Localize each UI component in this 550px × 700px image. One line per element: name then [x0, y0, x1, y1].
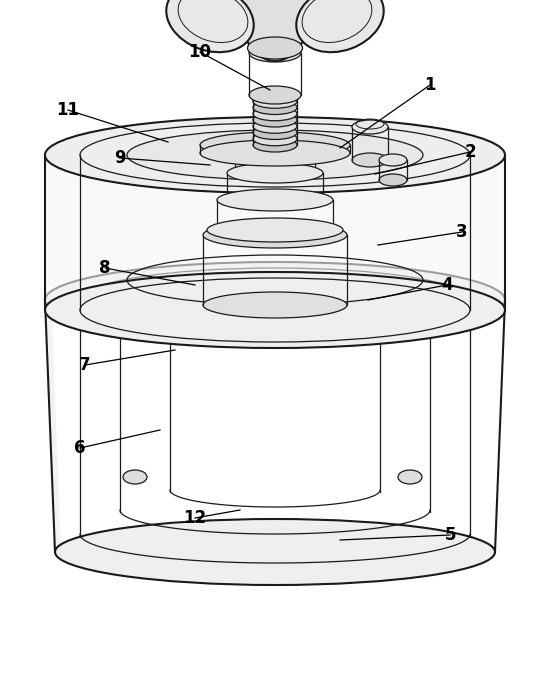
Ellipse shape: [55, 519, 495, 585]
Ellipse shape: [253, 101, 297, 115]
Text: 10: 10: [189, 43, 212, 61]
Ellipse shape: [200, 140, 350, 166]
Ellipse shape: [227, 163, 323, 183]
Ellipse shape: [217, 189, 333, 211]
Ellipse shape: [352, 153, 388, 167]
Ellipse shape: [249, 44, 301, 62]
Ellipse shape: [238, 0, 312, 61]
Ellipse shape: [352, 120, 388, 134]
Text: 9: 9: [114, 149, 126, 167]
Ellipse shape: [253, 119, 297, 133]
Text: 7: 7: [79, 356, 91, 374]
Ellipse shape: [379, 154, 407, 166]
Ellipse shape: [166, 0, 254, 52]
Text: 8: 8: [99, 259, 111, 277]
Ellipse shape: [253, 94, 297, 108]
Ellipse shape: [253, 132, 297, 146]
Ellipse shape: [207, 218, 343, 242]
Ellipse shape: [203, 222, 347, 248]
Ellipse shape: [249, 86, 301, 104]
Ellipse shape: [45, 262, 505, 338]
Ellipse shape: [253, 106, 297, 120]
Ellipse shape: [379, 174, 407, 186]
Ellipse shape: [253, 138, 297, 152]
Ellipse shape: [123, 470, 147, 484]
Ellipse shape: [253, 113, 297, 127]
Text: 3: 3: [456, 223, 468, 241]
Ellipse shape: [127, 130, 423, 180]
Text: 4: 4: [441, 276, 453, 294]
Text: 6: 6: [74, 439, 86, 457]
Ellipse shape: [45, 272, 505, 348]
Ellipse shape: [253, 125, 297, 139]
Ellipse shape: [248, 37, 302, 59]
Text: 2: 2: [464, 143, 476, 161]
Text: 1: 1: [424, 76, 436, 94]
Ellipse shape: [296, 0, 384, 52]
Text: 12: 12: [184, 509, 207, 527]
Text: 5: 5: [444, 526, 456, 544]
Ellipse shape: [45, 117, 505, 193]
Ellipse shape: [398, 470, 422, 484]
Ellipse shape: [253, 88, 297, 102]
Text: 11: 11: [57, 101, 80, 119]
Ellipse shape: [203, 292, 347, 318]
Ellipse shape: [235, 141, 315, 159]
Ellipse shape: [200, 132, 350, 158]
